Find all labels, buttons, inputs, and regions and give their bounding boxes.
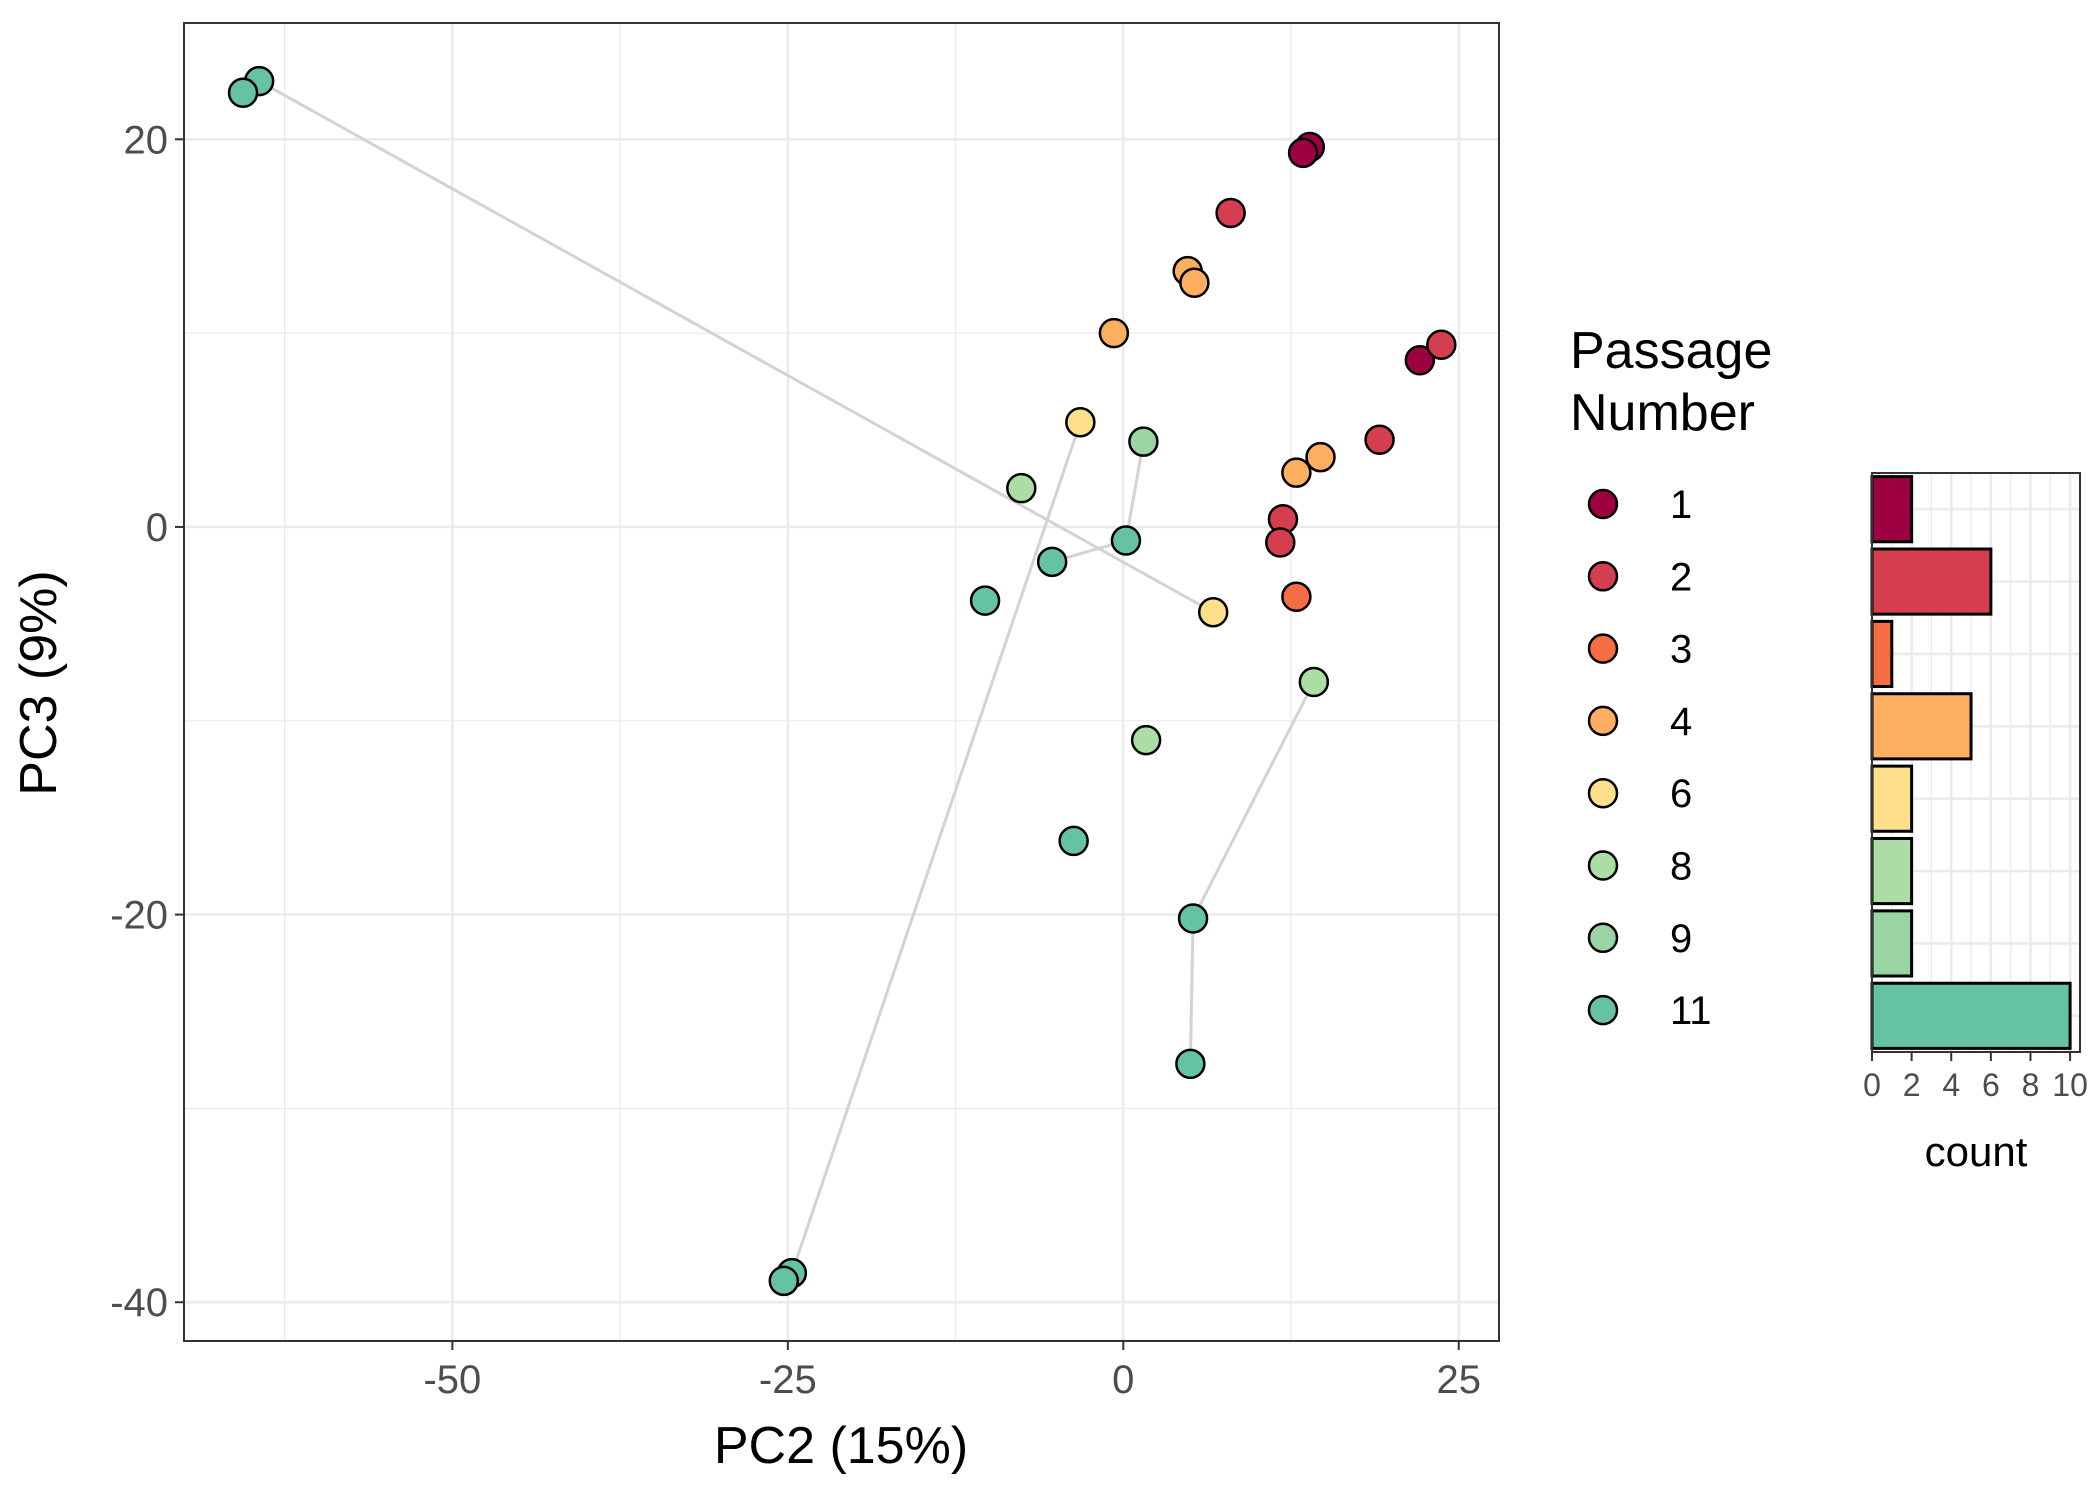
legend-key-6 xyxy=(1587,777,1619,809)
scatter-connector-lines xyxy=(258,79,1316,1274)
legend-label-1: 1 xyxy=(1670,483,1692,527)
connector-line xyxy=(790,421,1082,1274)
data-point-passage-3 xyxy=(1281,581,1312,612)
legend-label-6: 6 xyxy=(1670,772,1692,816)
data-point-passage-11 xyxy=(1177,903,1209,934)
legend-label-2: 2 xyxy=(1670,555,1692,599)
data-point-passage-2 xyxy=(1364,424,1395,455)
hist-x-tick-label: 0 xyxy=(1863,1067,1881,1103)
x-tick-label: 0 xyxy=(1112,1358,1134,1402)
hist-x-tick-label: 8 xyxy=(2022,1067,2040,1103)
data-point-passage-11 xyxy=(1175,1048,1206,1080)
data-point-passage-6 xyxy=(1065,407,1096,438)
data-point-passage-11 xyxy=(227,77,259,109)
data-point-passage-1 xyxy=(1287,137,1319,169)
histogram-bars xyxy=(1870,475,2072,1050)
y-tick-label: -20 xyxy=(110,894,168,938)
connector-line xyxy=(1124,441,1145,541)
data-point-passage-11 xyxy=(768,1265,800,1297)
data-point-passage-8 xyxy=(1006,472,1037,504)
hist-x-tick-label: 10 xyxy=(2052,1067,2088,1103)
connector-line xyxy=(1191,681,1316,920)
legend-key-11 xyxy=(1587,994,1619,1026)
legend-key-3 xyxy=(1587,633,1619,664)
data-point-passage-11 xyxy=(969,585,1001,616)
data-point-passage-6 xyxy=(1197,596,1229,628)
legend-label-4: 4 xyxy=(1670,700,1692,744)
legend: Passage Number 1 2 3 4 6 8 9 11 xyxy=(1570,322,1772,1033)
data-point-passage-8 xyxy=(1130,724,1162,756)
data-point-passage-11 xyxy=(1036,546,1068,578)
x-tick-label: 25 xyxy=(1436,1358,1481,1402)
y-tick-label: -40 xyxy=(110,1281,168,1325)
scatter-minor-gridlines xyxy=(184,23,1499,1341)
bar-passage-6 xyxy=(1870,764,1914,833)
scatter-points xyxy=(227,65,1457,1297)
y-tick-label: 20 xyxy=(124,118,169,162)
bar-passage-8 xyxy=(1870,836,1914,906)
data-point-passage-2 xyxy=(1265,527,1296,558)
scatter-axis-ticks xyxy=(175,138,1460,1350)
legend-items: 1 2 3 4 6 8 9 11 xyxy=(1587,483,1712,1033)
connector-line xyxy=(258,79,1214,614)
legend-key-4 xyxy=(1587,705,1619,737)
bar-passage-1 xyxy=(1870,475,1914,544)
data-point-passage-2 xyxy=(1215,197,1246,229)
bar-passage-3 xyxy=(1870,619,1894,689)
y-tick-label: 0 xyxy=(146,506,168,550)
data-point-passage-9 xyxy=(1128,426,1159,457)
bar-passage-9 xyxy=(1870,909,1914,978)
legend-key-2 xyxy=(1587,561,1619,592)
hist-x-tick-label: 4 xyxy=(1942,1067,1960,1103)
x-tick-label: -50 xyxy=(423,1358,481,1402)
data-point-passage-1 xyxy=(1404,345,1436,376)
legend-title-line-2: Number xyxy=(1570,384,1755,442)
scatter-tick-labels: -50 -25 0 25 -40 -20 0 20 xyxy=(110,118,1481,1402)
legend-key-1 xyxy=(1587,488,1619,520)
data-point-passage-8 xyxy=(1298,666,1330,698)
hist-x-tick-label: 6 xyxy=(1982,1067,2000,1103)
data-point-passage-4 xyxy=(1179,267,1210,298)
x-tick-label: -25 xyxy=(759,1358,817,1402)
data-point-passage-2 xyxy=(1426,329,1457,360)
x-axis-title: PC2 (15%) xyxy=(714,1417,968,1475)
connector-line xyxy=(1188,918,1195,1064)
legend-label-8: 8 xyxy=(1670,845,1692,889)
bar-passage-2 xyxy=(1870,547,1993,616)
data-point-passage-4 xyxy=(1098,317,1130,349)
histogram-axis-ticks xyxy=(1871,1052,2072,1061)
histogram-x-axis-title: count xyxy=(1925,1128,2028,1175)
scatter-panel-border xyxy=(183,22,1500,1342)
legend-label-3: 3 xyxy=(1670,628,1692,672)
y-axis-title: PC3 (9%) xyxy=(10,570,68,795)
legend-title-line-1: Passage xyxy=(1570,322,1772,380)
histogram-panel-border xyxy=(1871,472,2081,1053)
hist-x-tick-label: 2 xyxy=(1903,1067,1921,1103)
data-point-passage-4 xyxy=(1281,457,1312,488)
legend-label-9: 9 xyxy=(1670,917,1692,961)
data-point-passage-4 xyxy=(1305,441,1336,473)
legend-key-8 xyxy=(1587,850,1619,881)
legend-key-9 xyxy=(1587,922,1619,954)
histogram-tick-labels: 0 2 4 6 8 10 xyxy=(1863,1067,2088,1103)
data-point-passage-11 xyxy=(1058,825,1089,857)
bar-passage-11 xyxy=(1870,981,2072,1050)
data-point-passage-11 xyxy=(1110,525,1142,556)
bar-passage-4 xyxy=(1870,692,1973,761)
legend-label-11: 11 xyxy=(1670,989,1712,1033)
